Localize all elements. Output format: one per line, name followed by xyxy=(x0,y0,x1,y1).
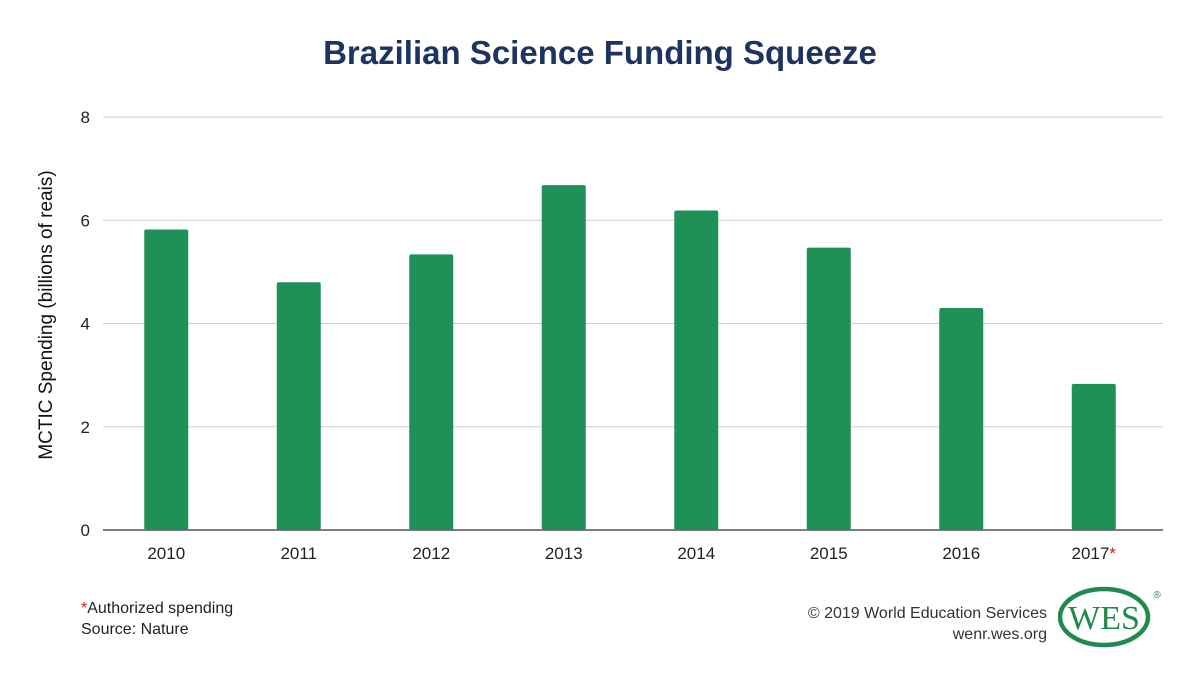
x-tick-label: 2013 xyxy=(545,544,583,563)
gridlines xyxy=(103,116,1163,531)
footnote-text: Authorized spending xyxy=(87,600,234,617)
y-tick-label: 2 xyxy=(81,418,90,437)
wes-logo-text: WES xyxy=(1068,600,1140,637)
bar-2011 xyxy=(276,282,321,530)
bar-2014 xyxy=(674,210,719,530)
registered-mark: ® xyxy=(1153,590,1161,601)
wes-logo: WES ® xyxy=(1058,586,1161,648)
bar-2016 xyxy=(939,308,984,530)
y-axis-label: MCTIC Spending (billions of reais) xyxy=(36,170,57,459)
bar-2017 xyxy=(1071,383,1116,530)
copyright-text: © 2019 World Education Services xyxy=(807,605,1047,622)
chart-title: Brazilian Science Funding Squeeze xyxy=(323,34,877,71)
footnote-marker: * xyxy=(81,600,88,617)
y-tick-labels: 0 2 4 6 8 xyxy=(81,108,90,540)
footnotes: *Authorized spending Source: Nature xyxy=(81,598,233,640)
bar-2015 xyxy=(806,247,851,530)
x-tick-label: 2011 xyxy=(280,544,317,563)
bar-2012 xyxy=(409,254,454,530)
x-tick-label: 2010 xyxy=(147,544,185,563)
bars xyxy=(144,185,1116,531)
y-tick-label: 4 xyxy=(81,315,90,334)
x-tick-label: 2012 xyxy=(412,544,450,563)
bar-2013 xyxy=(541,185,586,530)
y-tick-label: 6 xyxy=(81,211,90,230)
x-tick-labels: 2010 2011 2012 2013 2014 2015 2016 2017* xyxy=(147,544,1116,563)
x-tick-marker: * xyxy=(1109,544,1116,563)
x-tick-label: 2015 xyxy=(810,544,848,563)
y-tick-label: 0 xyxy=(81,521,90,540)
footnote-authorized: *Authorized spending xyxy=(81,598,233,619)
credits: © 2019 World Education Services wenr.wes… xyxy=(808,603,1047,645)
source-note: Source: Nature xyxy=(81,621,189,638)
x-tick-label: 2016 xyxy=(942,544,980,563)
y-tick-label: 8 xyxy=(81,108,90,127)
x-tick-label: 2017* xyxy=(1072,544,1117,563)
x-tick-label: 2014 xyxy=(677,544,715,563)
bar-2010 xyxy=(144,229,189,531)
website-url: wenr.wes.org xyxy=(952,626,1047,643)
